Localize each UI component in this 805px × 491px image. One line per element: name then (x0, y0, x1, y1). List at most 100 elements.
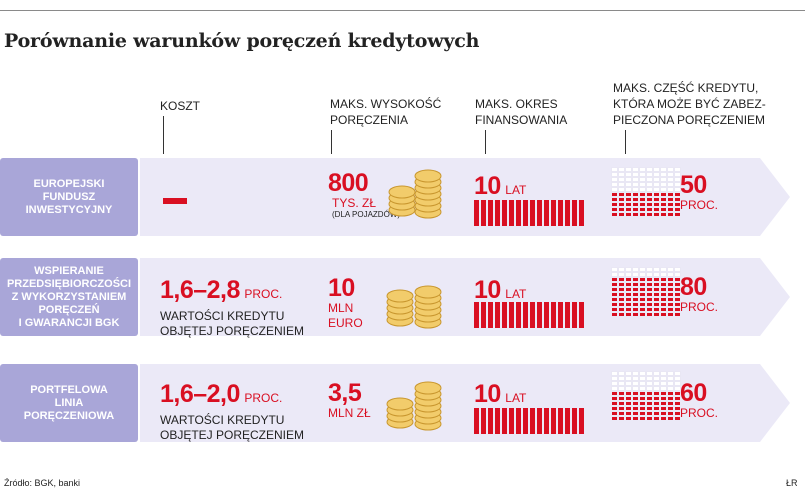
share-grid-cell (619, 407, 624, 410)
share-grid-cell (640, 412, 645, 415)
share-grid-cell (639, 386, 646, 391)
row-2-cost-value: 1,6–2,8 (160, 276, 240, 304)
share-grid-cell (626, 293, 631, 296)
row-2-name-line1: WSPIERANIE (34, 264, 104, 277)
row-1-amount: 800 TYS. ZŁ (DLA POJAZDÓW) (328, 170, 400, 219)
share-grid-cell (675, 303, 680, 306)
share-grid-cell (611, 182, 618, 187)
share-grid-cell (640, 417, 645, 420)
share-grid-cell (667, 167, 674, 172)
header-czesc: MAKS. CZĘŚĆ KREDYTU, KTÓRA MOŻE BYĆ ZABE… (613, 80, 766, 128)
share-grid-cell (626, 213, 631, 216)
share-grid-cell (647, 397, 652, 400)
share-grid-cell (618, 182, 625, 187)
share-grid-cell (667, 371, 674, 376)
share-grid-cell (653, 172, 660, 177)
row-3-amount-value: 3,5 (328, 379, 362, 407)
share-grid-cell (654, 412, 659, 415)
share-grid-cell (661, 208, 666, 211)
share-grid-cell (675, 198, 680, 201)
row-1-years-value: 10 (474, 172, 501, 200)
share-grid-cell (633, 313, 638, 316)
share-grid-cell (653, 381, 660, 386)
share-grid-cell (674, 376, 681, 381)
share-grid-cell (646, 182, 653, 187)
share-grid-cell (675, 313, 680, 316)
row-2-name-line5: I GWARANCJI BGK (18, 316, 120, 329)
share-grid-cell (675, 208, 680, 211)
row-2-name-line4: PORĘCZEŃ (38, 303, 100, 316)
share-grid-cell (626, 303, 631, 306)
share-grid-cell (674, 182, 681, 187)
share-grid-cell (675, 407, 680, 410)
share-grid-cell (618, 187, 625, 192)
share-grid-cell (619, 208, 624, 211)
row-1-band (140, 158, 790, 236)
share-grid-cell (640, 283, 645, 286)
share-grid-cell (633, 213, 638, 216)
row-2-years-unit: LAT (505, 287, 527, 301)
row-2-cost-sub2: OBJĘTEJ PORĘCZENIEM (160, 324, 305, 338)
share-grid-cell (626, 288, 631, 291)
header-okres-line2: FINANSOWANIA (475, 113, 568, 127)
share-grid-cell (654, 278, 659, 281)
share-grid-cell (675, 412, 680, 415)
row-1-share-unit: PROC. (680, 198, 719, 212)
share-grid-cell (619, 193, 624, 196)
share-grid-cell (633, 288, 638, 291)
header-koszt: KOSZT (160, 99, 201, 113)
header-czesc-line1: MAKS. CZĘŚĆ KREDYTU, (613, 81, 759, 95)
share-grid-cell (646, 272, 653, 277)
share-grid-cell (660, 182, 667, 187)
header-czesc-tick (625, 130, 626, 154)
share-grid-cell (653, 267, 660, 272)
share-grid-cell (612, 298, 617, 301)
share-grid-cell (640, 313, 645, 316)
share-grid-cell (647, 298, 652, 301)
share-grid-cell (660, 267, 667, 272)
share-grid-cell (668, 283, 673, 286)
share-grid-cell (632, 371, 639, 376)
share-grid-cell (619, 303, 624, 306)
share-grid-cell (661, 402, 666, 405)
share-grid-cell (661, 293, 666, 296)
share-grid-cell (660, 177, 667, 182)
share-grid-cell (612, 203, 617, 206)
share-grid-cell (639, 272, 646, 277)
share-grid-cell (633, 203, 638, 206)
share-grid-cell (633, 278, 638, 281)
row-3-cost: 1,6–2,0 PROC. WARTOŚCI KREDYTU OBJĘTEJ P… (160, 380, 304, 443)
share-grid-cell (626, 203, 631, 206)
share-grid-cell (653, 167, 660, 172)
share-grid-cell (632, 376, 639, 381)
share-grid-cell (668, 392, 673, 395)
row-1-years-unit: LAT (505, 183, 527, 197)
share-grid-cell (654, 397, 659, 400)
share-grid-cell (646, 267, 653, 272)
row-3-amount: 3,5 MLN ZŁ (328, 380, 371, 420)
share-grid-cell (612, 198, 617, 201)
share-grid-cell (661, 288, 666, 291)
share-grid-cell (640, 298, 645, 301)
share-grid-cell (639, 187, 646, 192)
share-grid-cell (661, 407, 666, 410)
share-grid-cell (640, 288, 645, 291)
share-grid-cell (647, 208, 652, 211)
share-grid-cell (646, 177, 653, 182)
share-grid-cell (626, 193, 631, 196)
share-grid-cell (611, 177, 618, 182)
share-grid-cell (667, 386, 674, 391)
header-wysokosc: MAKS. WYSOKOŚĆ PORĘCZENIA (330, 96, 441, 128)
row-3-name-line2: LINIA (54, 396, 84, 409)
share-grid-cell (674, 172, 681, 177)
share-grid-cell (611, 381, 618, 386)
share-grid-cell (667, 172, 674, 177)
row-1-coins-icon (388, 169, 442, 219)
share-grid-cell (639, 371, 646, 376)
share-grid-cell (640, 213, 645, 216)
share-grid-cell (625, 172, 632, 177)
share-grid-cell (611, 187, 618, 192)
share-grid-cell (611, 371, 618, 376)
share-grid-cell (668, 288, 673, 291)
source-note: Źródło: BGK, banki (4, 478, 81, 488)
